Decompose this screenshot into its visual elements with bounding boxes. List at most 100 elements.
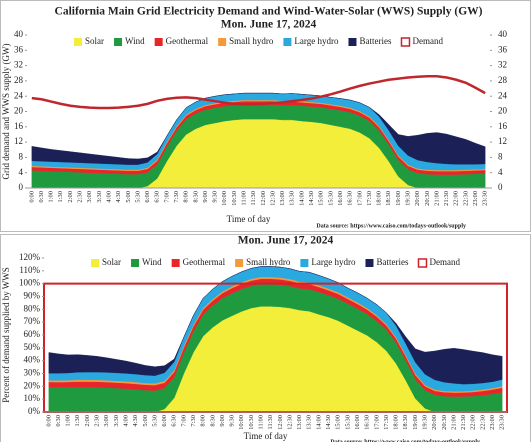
x-tick-label: 14:00 [298,191,305,206]
legend-swatch [131,259,140,267]
legend-swatch [171,259,180,267]
x-tick-label: 6:30 [154,191,161,203]
y-tick-label: 28 [14,75,24,85]
legend-label: Small hydro [246,257,291,267]
y-tick-label: 0% [28,406,41,416]
x-tick-label: 20:30 [424,191,431,206]
y-tick-label: 32 [14,60,23,70]
x-tick-label: 8:30 [209,415,216,427]
legend-label: Batteries [376,257,408,267]
x-tick-label: 15:30 [344,415,351,430]
x-tick-label: 23:00 [489,415,496,430]
x-tick-label: 16:00 [337,191,344,206]
x-tick-label: 0:00 [28,191,35,203]
x-tick-label: 7:30 [190,415,197,427]
y-tick-label: 24 [14,90,24,100]
x-tick-label: 19:00 [412,415,419,430]
x-tick-label: 21:00 [433,191,440,206]
y-tick-label: 0 [19,182,24,192]
legend: Solar Wind Geothermal Small hydro Large hydr… [74,36,443,47]
y2-tick-label: 8 [498,151,503,161]
x-tick-label: 6:30 [171,415,178,427]
demand-line [31,75,486,110]
y-tick-label: 8 [19,151,24,161]
x-tick-label: 10:30 [231,191,238,206]
legend-label: Geothermal [183,257,226,267]
x-tick-label: 17:00 [373,415,380,430]
legend-swatch [235,259,244,267]
legend-label: Demand [412,36,443,46]
legend-label: Solar [85,36,104,46]
x-tick-label: 1:00 [48,191,55,203]
x-tick-label: 22:30 [479,415,486,430]
y2-tick-label: 28 [498,75,508,85]
x-tick-label: 4:00 [105,191,112,203]
x-tick-label: 13:00 [279,191,286,206]
y-tick-label: 16 [14,121,24,131]
chart: Mon. June 17, 2024 0% 10% 20% 30% 40% 50% 60% 70… [1,235,508,442]
y2-tick-label: 32 [498,60,507,70]
x-tick-label: 19:30 [404,191,411,206]
x-tick-label: 18:30 [385,191,392,206]
source-note: Data source: https://www.caiso.com/today… [316,223,466,229]
x-tick-label: 19:00 [395,191,402,206]
y-tick-label: 10% [24,393,41,403]
x-tick-label: 16:30 [364,415,371,430]
x-tick-label: 11:30 [250,191,257,206]
x-tick-label: 9:30 [212,191,219,203]
x-tick-label: 22:00 [453,191,460,206]
x-tick-label: 10:00 [221,191,228,206]
x-tick-label: 3:30 [96,191,103,203]
legend-label: Batteries [359,36,391,46]
x-tick-label: 4:30 [115,191,122,203]
x-tick-label: 21:30 [443,191,450,206]
y-tick-label: 40 [14,29,24,39]
y-axis-label: Grid demand and WWS supply (GW) [1,43,11,179]
x-tick-label: 4:00 [122,415,129,427]
x-tick-label: 2:00 [67,191,74,203]
legend-swatch [74,38,83,46]
x-tick-label: 23:30 [482,191,489,206]
x-axis-label: Time of day [227,214,271,224]
x-tick-label: 15:30 [327,191,334,206]
x-tick-label: 6:00 [161,415,168,427]
x-tick-label: 6:00 [144,191,151,203]
x-tick-label: 8:00 [200,415,207,427]
x-tick-label: 9:00 [219,415,226,427]
y-tick-label: 30% [24,368,41,378]
legend-swatch [283,38,292,46]
y-tick-label: 40% [24,355,41,365]
x-tick-label: 22:00 [470,415,477,430]
x-tick-label: 5:30 [151,415,158,427]
legend-label: Geothermal [166,36,209,46]
legend-swatch [417,258,428,268]
y2-tick-label: 20 [498,106,508,116]
y-tick-label: 90% [24,291,41,301]
x-tick-label: 16:00 [354,415,361,430]
y-tick-label: 12 [14,136,23,146]
x-tick-label: 11:30 [267,415,274,430]
legend-swatch [365,259,374,267]
x-tick-label: 20:00 [414,191,421,206]
legend-swatch [348,38,357,46]
x-tick-label: 14:30 [308,191,315,206]
x-tick-label: 8:00 [183,191,190,203]
x-tick-label: 2:30 [94,415,101,427]
y-tick-label: 100% [19,278,41,288]
x-tick-label: 1:00 [65,415,72,427]
y-tick-label: 120% [19,252,41,262]
chart: California Main Grid Electricity Demand … [1,6,507,230]
x-tick-label: 7:00 [180,415,187,427]
x-tick-label: 9:00 [202,191,209,203]
x-tick-label: 12:00 [277,415,284,430]
x-tick-label: 20:30 [441,415,448,430]
x-tick-label: 10:00 [238,415,245,430]
x-tick-label: 17:30 [366,191,373,206]
legend-swatch [91,259,100,267]
demand-box [43,282,508,413]
x-tick-label: 21:00 [450,415,457,430]
legend-label: Small hydro [229,36,274,46]
area [48,266,503,385]
x-tick-label: 11:00 [241,191,248,206]
y-tick-label: 36 [14,44,24,54]
